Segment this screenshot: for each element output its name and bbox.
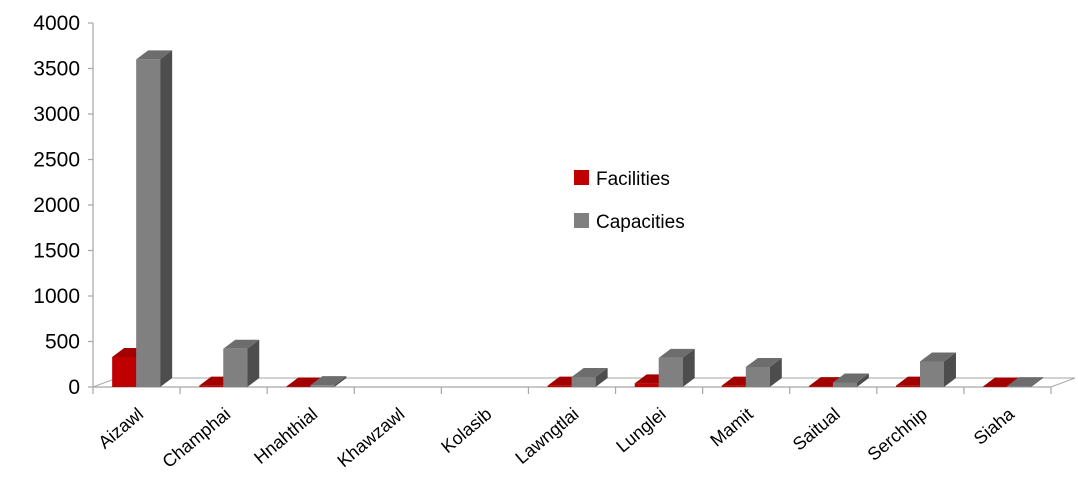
x-category-label: Khawzawl xyxy=(333,404,408,471)
x-category-label: Hnahthial xyxy=(250,404,321,468)
x-category-label: Mamit xyxy=(706,404,756,451)
x-category-label: Lunglei xyxy=(612,404,669,457)
capacities-bar xyxy=(659,349,695,387)
y-tick-label: 3000 xyxy=(33,103,80,126)
legend-facilities-swatch xyxy=(574,170,589,185)
x-category-label: Champhai xyxy=(159,404,235,472)
x-category-label: Serchhip xyxy=(864,404,931,465)
capacities-bar xyxy=(136,50,172,387)
legend-capacities-label: Capacities xyxy=(596,212,685,233)
y-tick-label: 1000 xyxy=(33,285,80,308)
y-tick-label: 1500 xyxy=(33,240,80,263)
capacities-bar xyxy=(920,353,956,387)
y-tick-label: 0 xyxy=(68,376,80,399)
y-axis: 0 500 1000 1500 2000 2500 3000 3500 4000 xyxy=(33,12,93,399)
legend: Facilities Capacities xyxy=(574,169,685,233)
y-tick-label: 4000 xyxy=(33,12,80,35)
legend-facilities-label: Facilities xyxy=(596,169,670,190)
x-category-label: Aizawl xyxy=(94,404,147,453)
x-category-label: Saitual xyxy=(789,404,844,455)
x-category-label: Siaha xyxy=(970,403,1019,449)
y-tick-label: 500 xyxy=(45,331,80,354)
x-category-label: Kolasib xyxy=(437,404,495,457)
x-category-label: Lawngtlai xyxy=(511,404,582,468)
y-tick-label: 2000 xyxy=(33,194,80,217)
capacities-bar xyxy=(223,340,259,387)
legend-capacities-swatch xyxy=(574,213,589,228)
y-tick-label: 2500 xyxy=(33,149,80,172)
y-tick-label: 3500 xyxy=(33,58,80,81)
